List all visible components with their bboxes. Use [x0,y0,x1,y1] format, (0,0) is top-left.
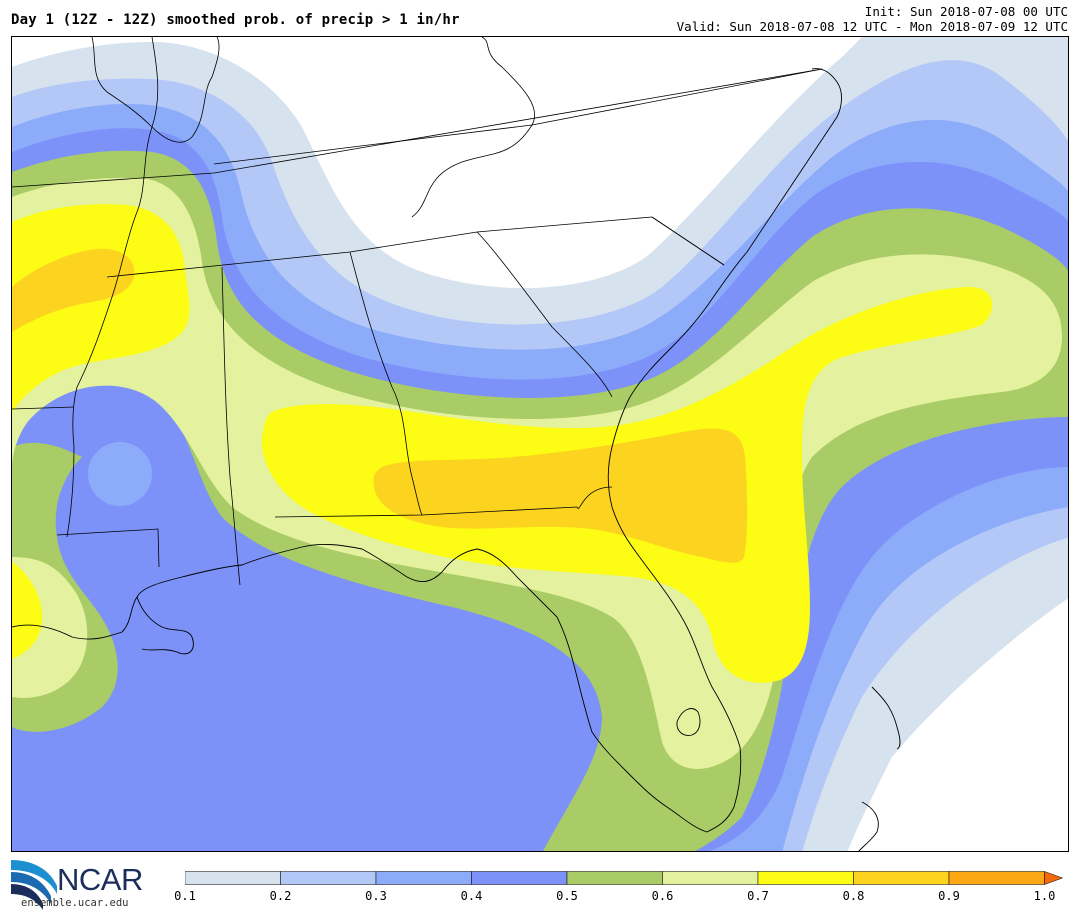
colorbar-tick-label: 0.9 [938,889,960,903]
colorbar-tick-label: 0.8 [842,889,865,903]
colorbar-extend-arrow [1044,871,1064,885]
colorbar-segment [375,871,472,885]
colorbar-segment [280,871,377,885]
colorbar-tick-label: 0.7 [747,889,769,903]
contour-fill-0.3-west [88,442,152,506]
contour-fill-0.8 [12,248,748,563]
ncar-logo [11,860,57,910]
colorbar-tick-label: 1.0 [1033,889,1056,903]
logo-url: ensemble.ucar.edu [21,897,129,909]
colorbar-tick-label: 0.6 [651,889,674,903]
logo-wordmark: NCAR [57,862,143,897]
colorbar-segment [853,871,950,885]
valid-time: Valid: Sun 2018-07-08 12 UTC - Mon 2018-… [676,19,1068,34]
contour-fill-0.7 [12,204,993,683]
colorbar-segment [662,871,759,885]
state-boundaries [12,37,823,586]
map-canvas [12,37,1068,851]
map-title: Day 1 (12Z - 12Z) smoothed prob. of prec… [11,12,460,28]
run-info: Init: Sun 2018-07-08 00 UTC Valid: Sun 2… [677,4,1068,34]
contour-fill-0.7-west [12,562,43,659]
colorbar [185,871,1064,885]
colorbar-tick-label: 0.1 [174,889,196,903]
colorbar-tick-label: 0.3 [365,889,387,903]
colorbar-segment [566,871,663,885]
colorbar-segment [471,871,568,885]
colorbar-tick-label: 0.5 [556,889,578,903]
coastline [12,68,901,851]
probability-map [11,36,1069,852]
colorbar-segment [185,871,281,885]
colorbar-tick-label: 0.2 [269,889,292,903]
colorbar-segment [757,871,854,885]
init-time: Init: Sun 2018-07-08 00 UTC [864,4,1068,19]
colorbar-tick-label: 0.4 [460,889,483,903]
colorbar-segment [948,871,1045,885]
